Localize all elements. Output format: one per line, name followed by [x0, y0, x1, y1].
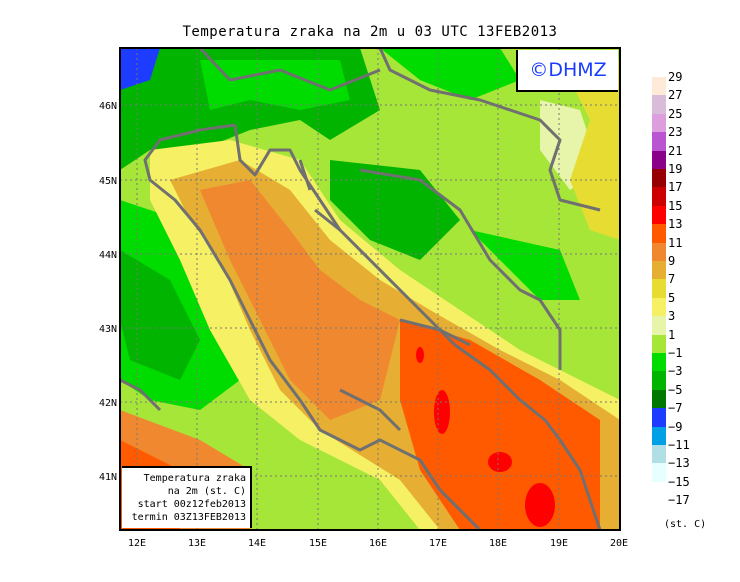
legend-color-box: [652, 187, 666, 206]
legend-color-box: [652, 113, 666, 133]
lat-tick: 44N: [99, 250, 117, 261]
lon-tick: 17E: [429, 538, 447, 549]
legend-color-box: [652, 389, 666, 409]
coastlines: [120, 48, 602, 530]
legend-label: 7: [668, 272, 676, 287]
legend-label: 21: [668, 143, 683, 158]
legend-label: −17: [668, 493, 690, 508]
legend-label: 3: [668, 309, 676, 324]
lat-tick: 43N: [99, 324, 117, 335]
lat-tick: 46N: [99, 101, 117, 112]
legend-label: −5: [668, 382, 683, 397]
legend-color-box: [652, 150, 666, 169]
temperature-field: [120, 48, 620, 530]
legend-color-box: [652, 261, 666, 280]
grid-lines: [120, 48, 620, 530]
legend-color-box: [652, 205, 666, 225]
legend-color-box: [652, 132, 666, 151]
lon-axis: 12E 13E 14E 15E 16E 17E 18E 19E 20E: [128, 538, 628, 549]
legend-label: 29: [668, 70, 683, 84]
legend-color-box: [652, 242, 666, 261]
legend-label: −13: [668, 456, 690, 471]
legend-color-box: [652, 426, 666, 445]
legend-units: (st. C): [664, 519, 707, 530]
legend-label: 19: [668, 162, 683, 176]
legend-color-box: [652, 371, 666, 390]
lat-tick: 41N: [99, 472, 117, 483]
lon-tick: 18E: [489, 538, 507, 549]
info-line: start 00z12feb2013: [137, 499, 246, 510]
legend-color-box: [652, 463, 666, 482]
plot-frame: [119, 47, 621, 531]
legend-color-box: [652, 334, 666, 353]
info-line: na 2m (st. C): [167, 486, 246, 497]
legend-label: 11: [668, 235, 683, 250]
legend-label: 15: [668, 198, 683, 213]
lon-tick: 16E: [369, 538, 387, 549]
lon-tick: 19E: [550, 538, 568, 549]
legend-label: 1: [668, 327, 676, 342]
lon-tick: 15E: [309, 538, 327, 549]
legend-label: 5: [668, 290, 676, 305]
map-title: Temperatura zraka na 2m u 03 UTC 13FEB20…: [182, 24, 558, 40]
legend-label: −1: [668, 346, 683, 360]
legend-label: 17: [668, 180, 683, 195]
info-line: Temperatura zraka: [143, 473, 246, 484]
legend-label: −15: [668, 474, 690, 489]
legend-label: −3: [668, 364, 683, 379]
legend-label: −7: [668, 401, 683, 416]
legend-label: −9: [668, 419, 683, 434]
lon-tick: 12E: [128, 538, 146, 549]
legend-label: 25: [668, 106, 683, 121]
lon-tick: 14E: [248, 538, 266, 549]
lon-tick: 13E: [188, 538, 206, 549]
legend-label: 27: [668, 88, 683, 103]
lat-tick: 42N: [99, 398, 117, 409]
legend-label: 9: [668, 254, 676, 268]
legend-color-box: [652, 316, 666, 335]
lat-axis: 46N 45N 44N 43N 42N 41N: [99, 101, 117, 483]
info-box: Temperatura zraka na 2m (st. C) start 00…: [122, 466, 252, 528]
legend-color-box: [652, 169, 666, 188]
legend-color-box: [652, 445, 666, 464]
lat-tick: 45N: [99, 176, 117, 187]
legend-color-box: [652, 353, 666, 372]
legend-label: 13: [668, 217, 683, 232]
legend-color-box: [652, 408, 666, 427]
legend-label: 23: [668, 125, 683, 140]
legend-color-box: [652, 95, 666, 114]
legend-label: −11: [668, 438, 690, 452]
legend-color-box: [652, 297, 666, 317]
legend-color-box: [652, 279, 666, 298]
info-line: termin 03Z13FEB2013: [131, 512, 246, 523]
lon-tick: 20E: [610, 538, 628, 549]
legend-color-box: [652, 224, 666, 243]
copyright-label: ©DHMZ: [516, 50, 618, 92]
legend-color-box: [652, 77, 666, 96]
